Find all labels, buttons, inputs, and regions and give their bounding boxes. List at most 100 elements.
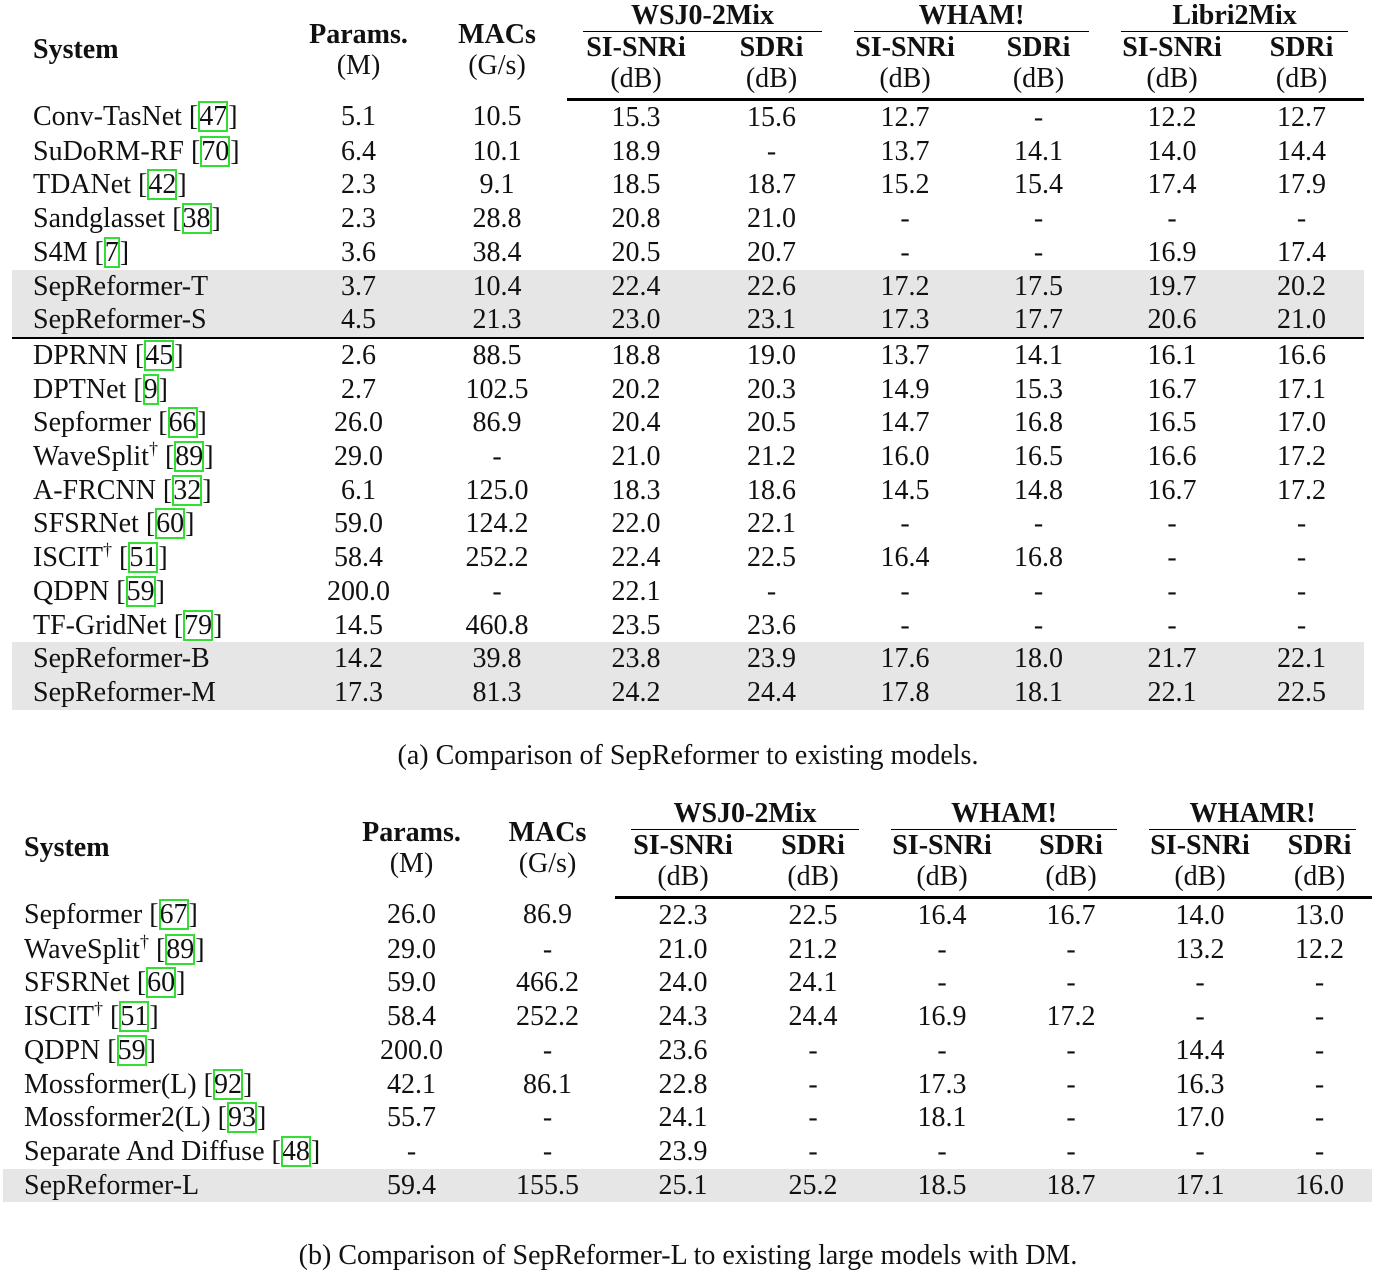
header-text: SDRi — [1269, 32, 1334, 63]
value-cell: 4.5 — [290, 303, 427, 338]
system-cell: SuDoRM-RF [70] — [12, 135, 290, 169]
value-cell: 16.5 — [1014, 441, 1064, 473]
value-cell: 18.7 — [747, 169, 796, 201]
group-header: WHAMR! — [1133, 798, 1372, 830]
system-name: QDPN — [24, 1034, 101, 1066]
header-cell: Params. (M) — [343, 798, 480, 898]
value-cell: 28.8 — [472, 203, 522, 235]
table-row: Sandglasset [38] 2.3 28.8 20.8 21.0 - - - - — [12, 202, 1364, 236]
value-cell: 2.7 — [341, 373, 376, 405]
header-unit: (M) — [389, 847, 434, 879]
header-cell: SDRi (dB) — [751, 830, 876, 899]
value-cell: 86.9 — [472, 407, 522, 439]
header-cell: MACs (G/s) — [480, 798, 615, 898]
value-cell: 17.0 — [1175, 1102, 1225, 1134]
table-row: SFSRNet [60] 59.0 124.2 22.0 22.1 - - - - — [12, 507, 1364, 541]
system-cell: QDPN [59] — [12, 575, 290, 609]
system-name: DPTNet — [33, 373, 127, 405]
value-cell: 18.6 — [747, 474, 796, 506]
value-cell: 16.9 — [1147, 236, 1197, 268]
value-cell: 21.2 — [788, 933, 838, 965]
value-cell: 17.2 — [838, 269, 973, 304]
value-cell: 18.1 — [972, 675, 1106, 710]
value-cell: 17.9 — [1277, 169, 1327, 201]
value-cell: 16.8 — [1014, 407, 1064, 439]
value-cell: 13.0 — [1295, 900, 1345, 931]
header-text: SDRi — [1006, 32, 1071, 63]
value-cell: 17.1 — [1277, 373, 1327, 405]
citation: [9] — [133, 373, 168, 405]
value-cell: 15.4 — [1014, 169, 1064, 201]
value-cell: - — [808, 1068, 818, 1100]
table-row: A-FRCNN [32] 6.1 125.0 18.3 18.6 14.5 14.8 16.7… — [12, 474, 1364, 508]
value-cell: - — [900, 203, 910, 235]
citation: [66] — [158, 407, 207, 439]
value-cell: 20.5 — [747, 407, 796, 439]
system-name: SepReformer-M — [33, 676, 216, 708]
value-cell: - — [900, 508, 910, 540]
value-cell: - — [937, 933, 947, 965]
value-cell: 155.5 — [480, 1168, 615, 1203]
system-name: S4M — [33, 236, 88, 268]
value-cell: - — [1314, 1102, 1325, 1134]
value-cell: 22.4 — [611, 542, 661, 574]
value-cell: 26.0 — [387, 899, 436, 931]
citation: [93] — [217, 1102, 267, 1134]
value-cell: - — [1066, 1135, 1076, 1167]
table-row: SuDoRM-RF [70] 6.4 10.1 18.9 - 13.7 14.1 14.0 14… — [12, 135, 1364, 169]
value-cell: 22.5 — [747, 542, 796, 574]
value-cell: 15.3 — [1014, 373, 1064, 405]
system-cell: Sepformer [67] — [3, 898, 343, 933]
system-cell: ISCIT† [51] — [12, 541, 290, 575]
header-text: SI-SNRi — [1150, 830, 1250, 861]
value-cell: 16.0 — [1267, 1168, 1373, 1203]
value-cell: - — [1033, 508, 1044, 540]
system-name: Conv-TasNet — [33, 101, 182, 133]
value-cell: 88.5 — [427, 336, 567, 373]
table-row: SFSRNet [60] 59.0 466.2 24.0 24.1 - - - - — [3, 966, 1372, 1000]
value-cell: - — [1167, 609, 1177, 641]
value-cell: 18.5 — [875, 1168, 1010, 1203]
header-text: SDRi — [739, 32, 804, 63]
header-unit: (dB) — [1146, 63, 1198, 94]
header-cell: SDRi (dB) — [1239, 32, 1365, 101]
header-cell: System — [12, 0, 290, 100]
citation: [59] — [116, 575, 165, 607]
value-cell: 23.1 — [705, 303, 839, 338]
value-cell: 200.0 — [327, 575, 390, 607]
system-cell: Sepformer [66] — [12, 406, 290, 440]
header-cell: SI-SNRi (dB) — [1105, 32, 1240, 101]
value-cell: - — [900, 609, 910, 641]
value-cell: 24.4 — [705, 675, 839, 710]
value-cell: 14.0 — [1147, 135, 1197, 167]
header-cell: SI-SNRi (dB) — [615, 830, 751, 899]
value-cell: 17.4 — [1277, 236, 1327, 268]
value-cell: - — [1167, 203, 1177, 235]
value-cell: 20.4 — [611, 407, 661, 439]
value-cell: 12.7 — [1277, 102, 1327, 133]
value-cell: - — [1314, 967, 1325, 999]
value-cell: 22.0 — [611, 508, 661, 540]
value-cell: 125.0 — [465, 474, 529, 506]
system-name: ISCIT — [33, 542, 103, 574]
value-cell: - — [937, 1034, 947, 1066]
header-cell: MACs (G/s) — [427, 0, 567, 100]
table-row: DPRNN [45] 2.6 88.5 18.8 19.0 13.7 14.1 16.1 16.… — [12, 336, 1365, 373]
value-cell: 17.3 — [838, 303, 973, 338]
value-cell: 13.7 — [838, 336, 973, 373]
value-cell: 22.4 — [567, 269, 705, 304]
value-cell: - — [1066, 933, 1076, 965]
value-cell: - — [808, 1034, 818, 1066]
value-cell: 20.2 — [1239, 269, 1365, 304]
value-cell: 16.6 — [1239, 336, 1365, 373]
value-cell: 17.0 — [1277, 407, 1327, 439]
group-header: WHAM! — [838, 0, 1105, 32]
value-cell: - — [808, 1102, 818, 1134]
value-cell: 86.9 — [523, 899, 572, 931]
system-name: SFSRNet — [24, 967, 130, 999]
system-name: WaveSplit — [33, 441, 149, 473]
value-cell: 20.7 — [747, 236, 796, 268]
value-cell: 55.7 — [387, 1102, 436, 1134]
system-name: SepReformer-T — [33, 270, 209, 302]
